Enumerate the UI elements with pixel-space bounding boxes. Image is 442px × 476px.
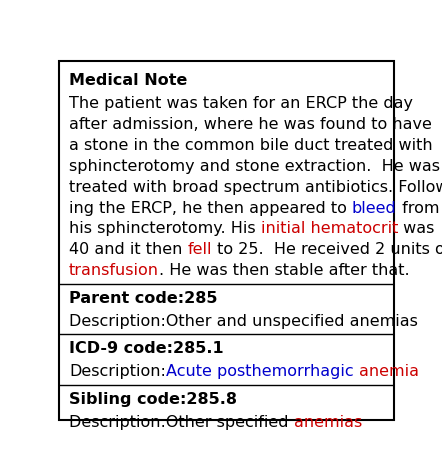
Text: transfusion: transfusion	[69, 263, 159, 278]
Text: anemias: anemias	[293, 415, 362, 430]
Text: Description:Other specified: Description:Other specified	[69, 415, 293, 430]
Text: Medical Note: Medical Note	[69, 73, 187, 88]
Text: 40 and it then: 40 and it then	[69, 242, 187, 258]
Text: fell: fell	[187, 242, 212, 258]
Text: anemia: anemia	[358, 364, 419, 379]
Text: Sibling code:285.8: Sibling code:285.8	[69, 392, 237, 407]
FancyBboxPatch shape	[59, 61, 394, 420]
Text: a stone in the common bile duct treated with: a stone in the common bile duct treated …	[69, 138, 433, 153]
Text: Acute posthemorrhagic: Acute posthemorrhagic	[166, 364, 354, 379]
Text: was: was	[398, 221, 434, 237]
Text: initial hematocrit: initial hematocrit	[261, 221, 398, 237]
Text: his sphincterotomy. His: his sphincterotomy. His	[69, 221, 261, 237]
Text: treated with broad spectrum antibiotics. Follow-: treated with broad spectrum antibiotics.…	[69, 179, 442, 195]
Text: The patient was taken for an ERCP the day: The patient was taken for an ERCP the da…	[69, 96, 413, 111]
Text: ing the ERCP, he then appeared to: ing the ERCP, he then appeared to	[69, 200, 352, 216]
Text: sphincterotomy and stone extraction.  He was: sphincterotomy and stone extraction. He …	[69, 159, 440, 174]
Text: to 25.  He received 2 units of: to 25. He received 2 units of	[212, 242, 442, 258]
Text: after admission, where he was found to have: after admission, where he was found to h…	[69, 117, 432, 132]
Text: Description:: Description:	[69, 364, 166, 379]
Text: Description:Other and unspecified anemias: Description:Other and unspecified anemia…	[69, 314, 418, 329]
Text: from: from	[397, 200, 439, 216]
Text: bleed: bleed	[352, 200, 397, 216]
Text: . He was then stable after that.: . He was then stable after that.	[159, 263, 410, 278]
Text: Parent code:285: Parent code:285	[69, 291, 217, 306]
Text: ICD-9 code:285.1: ICD-9 code:285.1	[69, 341, 224, 356]
